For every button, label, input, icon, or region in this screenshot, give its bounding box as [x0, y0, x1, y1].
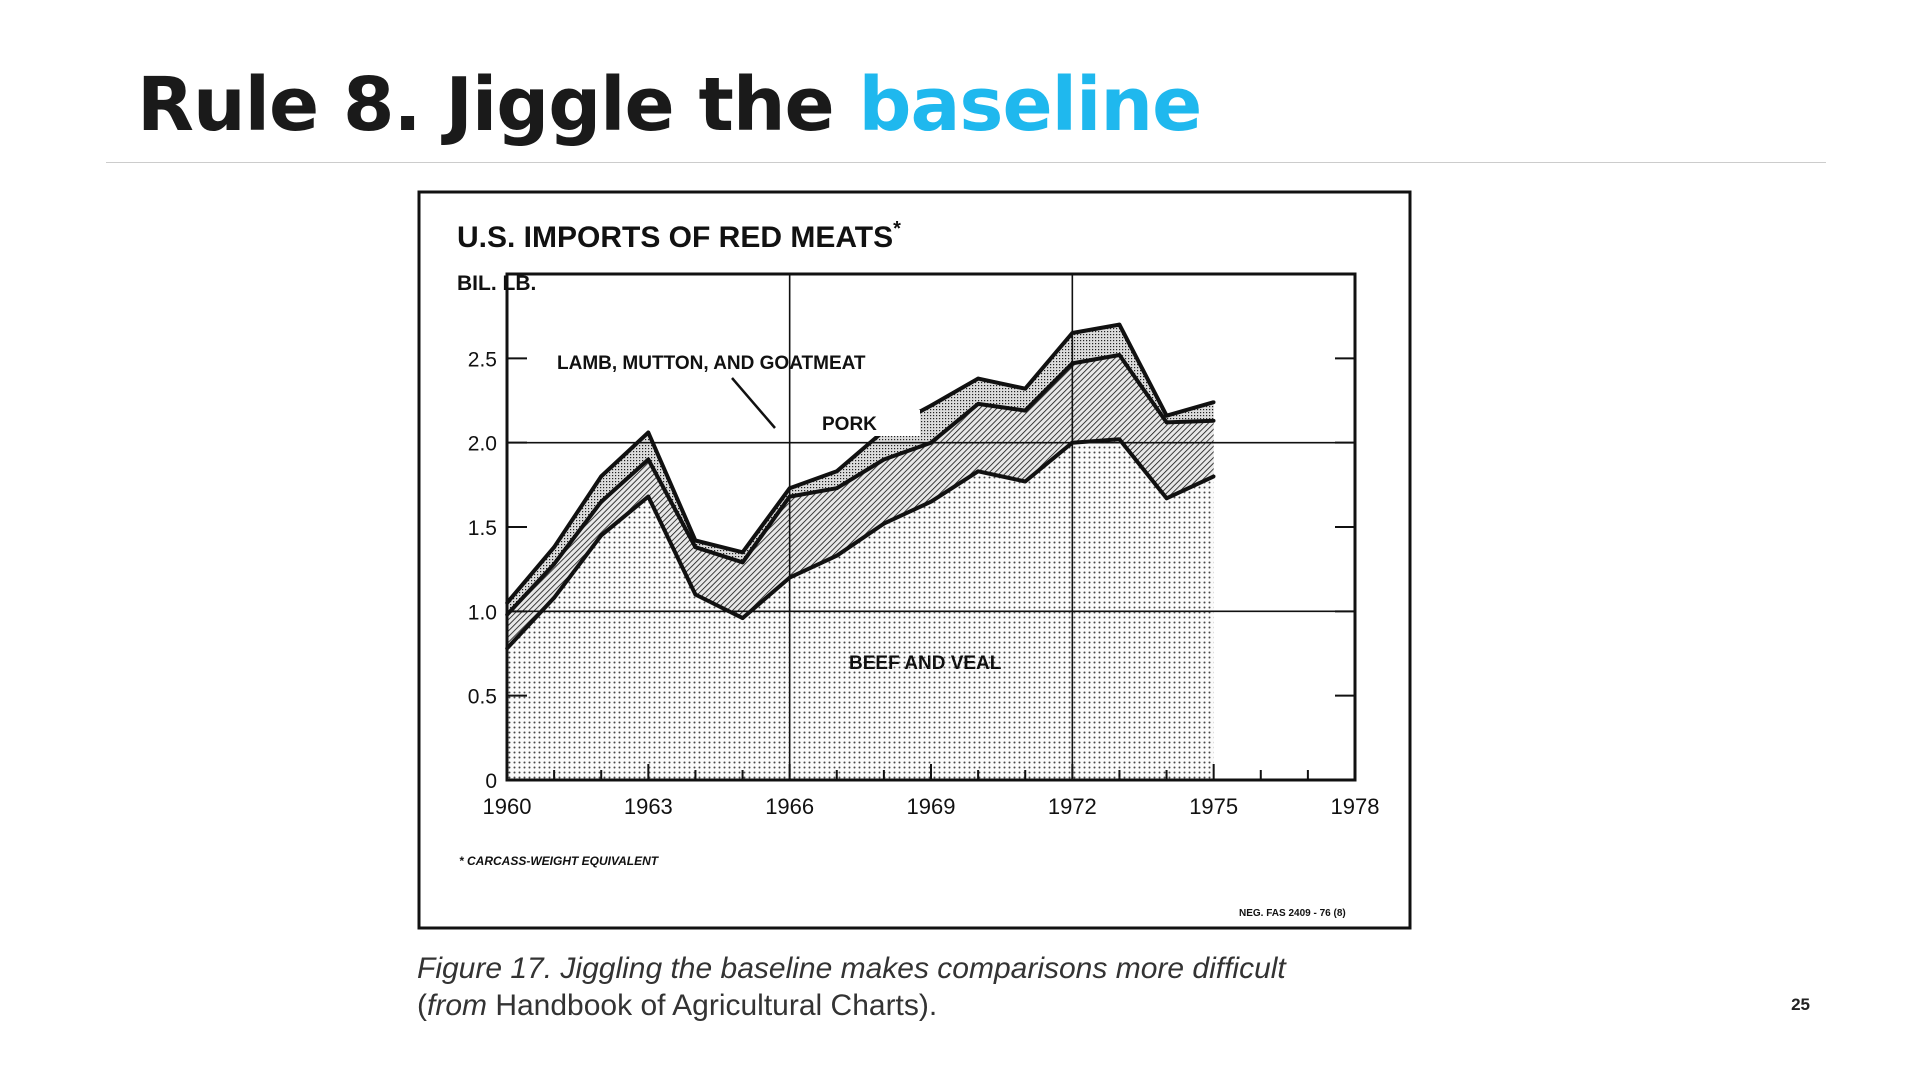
y-tick-label: 1.5: [468, 517, 497, 540]
data-point: [1164, 496, 1169, 501]
data-point: [835, 469, 839, 474]
data-point: [1023, 408, 1027, 413]
data-point: [552, 596, 556, 600]
chart-title: U.S. IMPORTS OF RED MEATS*: [457, 218, 901, 254]
series-line-3: [505, 322, 1215, 605]
data-point: [929, 499, 933, 504]
series-label-beef: BEEF AND VEAL: [849, 653, 1002, 674]
series-label-pork: PORK: [822, 414, 877, 435]
data-point: [976, 376, 980, 381]
data-point: [882, 521, 886, 526]
data-point: [1164, 413, 1169, 418]
caption-open-paren: (: [417, 989, 427, 1022]
y-tick-label: 2.5: [468, 348, 497, 371]
data-point: [740, 560, 745, 565]
data-point: [599, 474, 603, 479]
y-tick-label: 0: [485, 770, 497, 793]
caption-from: from: [427, 989, 487, 1022]
data-point: [1023, 386, 1027, 391]
x-tick-label: 1978: [1331, 794, 1380, 819]
data-point: [1117, 322, 1122, 327]
axis-layer: 0 0.5 1.0 1.5 2.0 2.5 1960 1963 1966 1969 1972 1975…: [468, 272, 1380, 819]
caption-line-2: (from Handbook of Agricultural Charts).: [417, 987, 1417, 1024]
x-tick-label: 1975: [1189, 794, 1238, 819]
grid-layer: [507, 274, 1355, 780]
data-point: [976, 469, 980, 474]
line-layer: [505, 322, 1216, 651]
series-line-1: [505, 437, 1215, 650]
caption-source: Handbook of Agricultural Charts: [487, 989, 919, 1022]
data-point: [1211, 474, 1216, 479]
series-label-lamb: LAMB, MUTTON, AND GOATMEAT: [557, 353, 866, 374]
figure: 0 0.5 1.0 1.5 2.0 2.5 1960 1963 1966 1969 1972 1975…: [417, 190, 1412, 930]
data-point: [1117, 437, 1122, 442]
data-point: [1211, 400, 1216, 404]
data-point: [599, 499, 603, 504]
data-point: [552, 562, 556, 566]
data-point: [552, 545, 556, 549]
pork-label-bg: [810, 410, 920, 436]
chart-reference-code: NEG. FAS 2409 - 76 (8): [1239, 908, 1346, 919]
title-prefix: Rule 8. Jiggle the: [137, 62, 859, 148]
lamb-label-leader: [731, 377, 776, 429]
x-tick-label: 1972: [1048, 794, 1097, 819]
data-point: [693, 538, 698, 543]
data-point: [835, 553, 839, 558]
data-point: [976, 402, 980, 406]
data-point: [740, 550, 745, 555]
data-point: [1023, 479, 1027, 484]
y-tick-label: 1.0: [468, 601, 497, 624]
data-point: [646, 430, 651, 435]
data-point: [929, 403, 933, 408]
data-point: [693, 545, 698, 549]
caption-close: ).: [918, 989, 938, 1022]
data-point: [1211, 418, 1216, 423]
data-point: [835, 486, 839, 491]
y-tick-label: 2.0: [468, 433, 497, 456]
x-tick-label: 1966: [765, 794, 814, 819]
page-number: 25: [1791, 995, 1810, 1014]
data-point: [646, 457, 651, 462]
red-meat-imports-chart: 0 0.5 1.0 1.5 2.0 2.5 1960 1963 1966 1969 1972 1975…: [417, 190, 1412, 930]
x-tick-label: 1969: [907, 794, 956, 819]
series-area-2: [507, 355, 1214, 649]
figure-caption: Figure 17. Jiggling the baseline makes c…: [417, 950, 1417, 1024]
x-tick-label: 1960: [483, 794, 532, 819]
title-highlight: baseline: [858, 62, 1203, 148]
data-point: [693, 592, 698, 597]
caption-line-1: Figure 17. Jiggling the baseline makes c…: [417, 952, 1286, 985]
data-point: [882, 457, 886, 462]
data-point: [646, 494, 651, 499]
data-point: [1164, 420, 1169, 425]
x-tick-label: 1963: [624, 794, 673, 819]
data-point: [740, 616, 745, 620]
y-tick-label: 0.5: [468, 686, 497, 709]
data-point: [1117, 353, 1122, 357]
y-axis-unit-label: BIL. LB.: [457, 272, 536, 295]
title-divider: [106, 162, 1826, 163]
data-point: [599, 533, 603, 538]
slide-title: Rule 8. Jiggle the baseline: [137, 62, 1203, 148]
series-line-2: [505, 353, 1214, 617]
series-area-1: [507, 439, 1214, 780]
chart-footnote: * CARCASS-WEIGHT EQUIVALENT: [459, 854, 660, 868]
